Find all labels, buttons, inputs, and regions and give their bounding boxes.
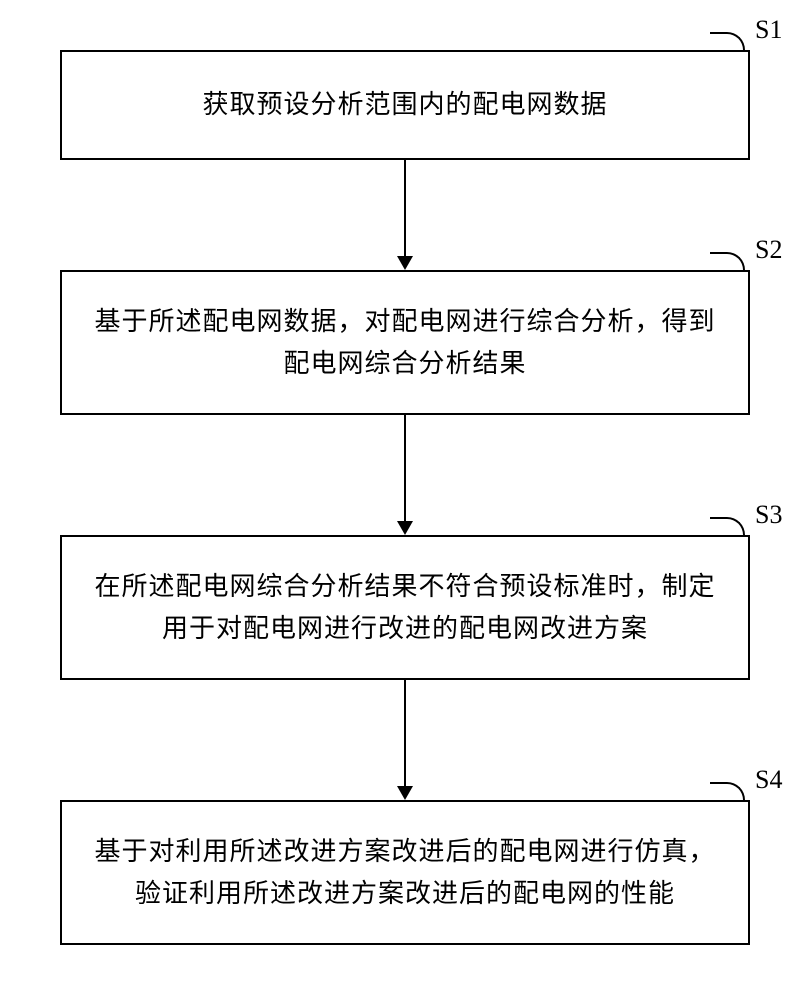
step-label-s2: S2 — [755, 235, 782, 265]
arrow-line-1 — [404, 160, 406, 258]
step-label-s4: S4 — [755, 765, 782, 795]
step-text-s4: 基于对利用所述改进方案改进后的配电网进行仿真，验证利用所述改进方案改进后的配电网… — [92, 831, 718, 914]
step-label-s3: S3 — [755, 500, 782, 530]
step-text-s2: 基于所述配电网数据，对配电网进行综合分析，得到配电网综合分析结果 — [92, 301, 718, 384]
arrow-head-2 — [397, 521, 413, 535]
step-box-s2: 基于所述配电网数据，对配电网进行综合分析，得到配电网综合分析结果 — [60, 270, 750, 415]
step-box-s3: 在所述配电网综合分析结果不符合预设标准时，制定用于对配电网进行改进的配电网改进方… — [60, 535, 750, 680]
arrow-head-1 — [397, 256, 413, 270]
step-box-s4: 基于对利用所述改进方案改进后的配电网进行仿真，验证利用所述改进方案改进后的配电网… — [60, 800, 750, 945]
step-text-s1: 获取预设分析范围内的配电网数据 — [202, 84, 607, 126]
arrow-head-3 — [397, 786, 413, 800]
label-connector-s4 — [710, 782, 745, 802]
label-connector-s2 — [710, 252, 745, 272]
arrow-line-2 — [404, 415, 406, 523]
label-connector-s3 — [710, 517, 745, 537]
arrow-line-3 — [404, 680, 406, 788]
label-connector-s1 — [710, 32, 745, 52]
step-text-s3: 在所述配电网综合分析结果不符合预设标准时，制定用于对配电网进行改进的配电网改进方… — [92, 566, 718, 649]
step-box-s1: 获取预设分析范围内的配电网数据 — [60, 50, 750, 160]
step-label-s1: S1 — [755, 15, 782, 45]
flowchart-container: 获取预设分析范围内的配电网数据 S1 基于所述配电网数据，对配电网进行综合分析，… — [0, 0, 809, 1000]
